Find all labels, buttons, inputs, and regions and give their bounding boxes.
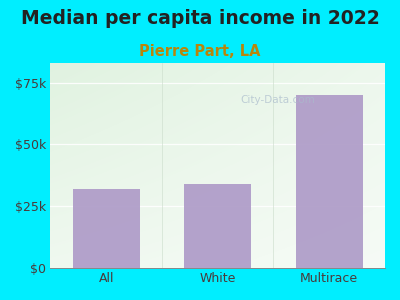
Text: Pierre Part, LA: Pierre Part, LA (139, 44, 261, 59)
Bar (296, 95, 363, 268)
Bar (184, 184, 251, 268)
Bar (73, 189, 140, 268)
Text: Median per capita income in 2022: Median per capita income in 2022 (21, 9, 379, 28)
Text: City-Data.com: City-Data.com (240, 95, 315, 105)
